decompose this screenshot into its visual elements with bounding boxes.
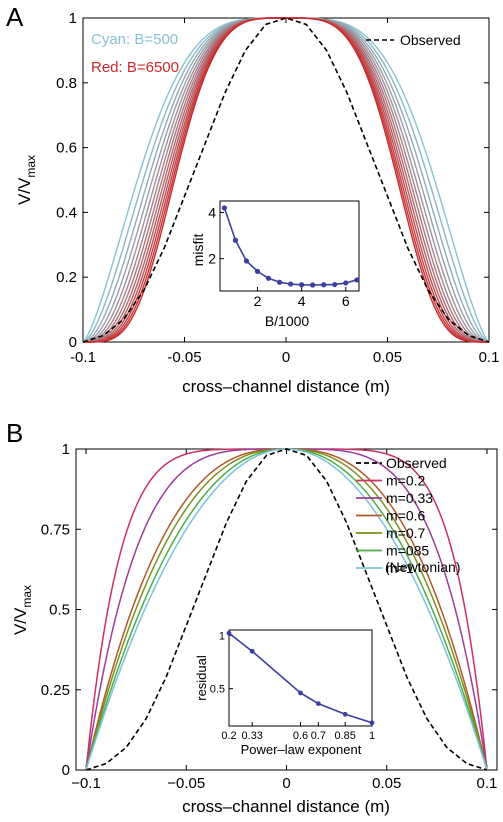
panel-a-ytick-label: 1 — [69, 10, 77, 27]
panel-a-xtick-label: -0.05 — [167, 349, 201, 366]
panel-b-inset-xtick-label: 1 — [369, 730, 375, 742]
panel-a-legend-label-observed: Observed — [400, 32, 461, 48]
panel-a-inset: 2 4 6 2 4 misfit B/1000 — [190, 200, 360, 329]
panel-b-legend-extra: (Newtonian) — [385, 559, 460, 575]
panel-a-inset-xtick-label: 2 — [254, 293, 262, 309]
panel-b-inset-series — [228, 632, 373, 724]
panel-b-legend-label: m=0.6 — [386, 508, 426, 524]
panel-a-ytick-label: 0.2 — [56, 269, 77, 286]
panel-b-legend-label: m=1 — [386, 560, 414, 576]
panel-a-inset-xlabel: B/1000 — [265, 313, 310, 329]
panel-a-xtick-label: 0.05 — [373, 349, 402, 366]
panel-b-ytick-label: 0.25 — [41, 682, 70, 699]
panel-b-inset-ytick-label: 0.5 — [210, 684, 225, 696]
panel-b-xtick-label: 0.1 — [477, 775, 498, 792]
panel-a-inset-point — [310, 282, 316, 288]
panel-a-xtick-label: -0.1 — [70, 349, 96, 366]
panel-b-legend-label: m=0.7 — [386, 525, 426, 541]
panel-a-inset-box — [219, 200, 360, 292]
panel-b-ytick-label: 0.75 — [41, 521, 70, 538]
panel-a-inset-point — [321, 282, 327, 288]
panel-b-inset-point — [249, 648, 255, 654]
panel-b-legend-label: m=0.2 — [386, 473, 426, 489]
panel-b-series-observed — [85, 448, 488, 771]
panel-a-annotation-cyan: Cyan: B=500 — [91, 31, 178, 48]
panel-a-inset-point — [232, 237, 239, 243]
panel-a-ylabel: V/Vmax — [15, 155, 38, 205]
panel-b-inset-point — [226, 630, 232, 636]
panel-b-inset: 0.2 0.33 0.6 0.7 0.85 1 0.5 1 residual Power–la… — [194, 629, 375, 757]
panel-a-series-B6500 — [83, 17, 489, 343]
panel-a-ytick-label: 0.8 — [56, 75, 77, 92]
panel-b-inset-point — [315, 701, 321, 706]
panel-b-inset-point — [369, 720, 375, 726]
panel-b-inset-xlabel: Power–law exponent — [241, 742, 362, 757]
panel-b-xtick-label: −0.05 — [167, 775, 205, 792]
panel-b-legend-label: m=085 — [386, 543, 429, 559]
panel-b-inset-xtick-label: 0.85 — [334, 730, 355, 742]
panel-a-legend: Observed — [366, 32, 461, 48]
panel-b-xtick-label: 0.05 — [372, 775, 401, 792]
panel-b-legend-label: Observed — [386, 455, 447, 471]
panel-a-inset-point — [221, 205, 228, 211]
panel-a-inset-xtick-label: 4 — [298, 293, 306, 309]
panel-a-inset-ytick-label: 2 — [208, 251, 216, 267]
panel-a-inset-point — [243, 258, 250, 264]
panel-a-xtick-label: 0 — [282, 349, 290, 366]
panel-b-ytick-label: 1 — [62, 441, 70, 458]
panel-a-xtick-label: 0.1 — [479, 349, 500, 366]
panel-a-annotation-red: Red: B=6500 — [91, 59, 179, 76]
panel-b-ytick-label: 0 — [62, 762, 70, 779]
panel-b-inset-xtick-label: 0.6 — [293, 730, 308, 742]
panel-a-inset-point — [288, 281, 294, 287]
panel-a-inset-point — [343, 280, 349, 286]
panel-b-xtick-label: −0.1 — [71, 775, 101, 792]
panel-b-inset-xtick-label: 0.7 — [311, 730, 326, 742]
panel-a: A -0.1 -0.05 0 0.05 0.1 0 0.2 0.4 0.6 0.8 1 V/Vmax… — [6, 2, 499, 396]
panel-b-ytick-label: 0.5 — [49, 602, 70, 619]
panel-b-inset-point — [342, 711, 348, 717]
panel-a-inset-point — [254, 268, 261, 274]
panel-b-inset-point — [298, 690, 303, 696]
panel-a-ytick-label: 0 — [69, 334, 77, 351]
panel-a-inset-ytick-label: 4 — [208, 205, 216, 221]
panel-b: B −0.1 −0.05 0 0.05 0.100.250.50.751 V/Vmax … — [6, 418, 498, 816]
panel-b-xlabel: cross–channel distance (m) — [182, 797, 390, 816]
panel-a-inset-ylabel: misfit — [190, 234, 206, 267]
panel-b-inset-ytick-label: 1 — [219, 630, 225, 642]
panel-b-label: B — [6, 418, 23, 448]
panel-a-inset-point — [354, 277, 360, 283]
panel-b-inset-xtick-label: 0.2 — [221, 730, 236, 742]
panel-a-inset-point — [276, 279, 283, 285]
panel-b-ylabel: V/Vmax — [11, 585, 34, 635]
panel-b-inset-ylabel: residual — [194, 655, 209, 701]
panel-a-series-observed — [82, 17, 490, 343]
panel-a-label: A — [6, 2, 24, 32]
panel-b-legend-label: m=0.33 — [386, 490, 433, 506]
panel-a-ytick-label: 0.6 — [56, 140, 77, 157]
panel-b-inset-xtick-label: 0.33 — [242, 730, 263, 742]
panel-a-inset-point — [299, 282, 305, 288]
panel-b-xtick-label: 0 — [282, 775, 290, 792]
panel-b-inset-box — [228, 629, 373, 727]
panel-a-ytick-label: 0.4 — [56, 204, 77, 221]
panel-a-inset-point — [265, 275, 272, 281]
panel-a-inset-point — [332, 281, 338, 288]
panel-a-inset-xtick-label: 6 — [342, 293, 350, 309]
panel-a-xlabel: cross–channel distance (m) — [182, 377, 390, 396]
